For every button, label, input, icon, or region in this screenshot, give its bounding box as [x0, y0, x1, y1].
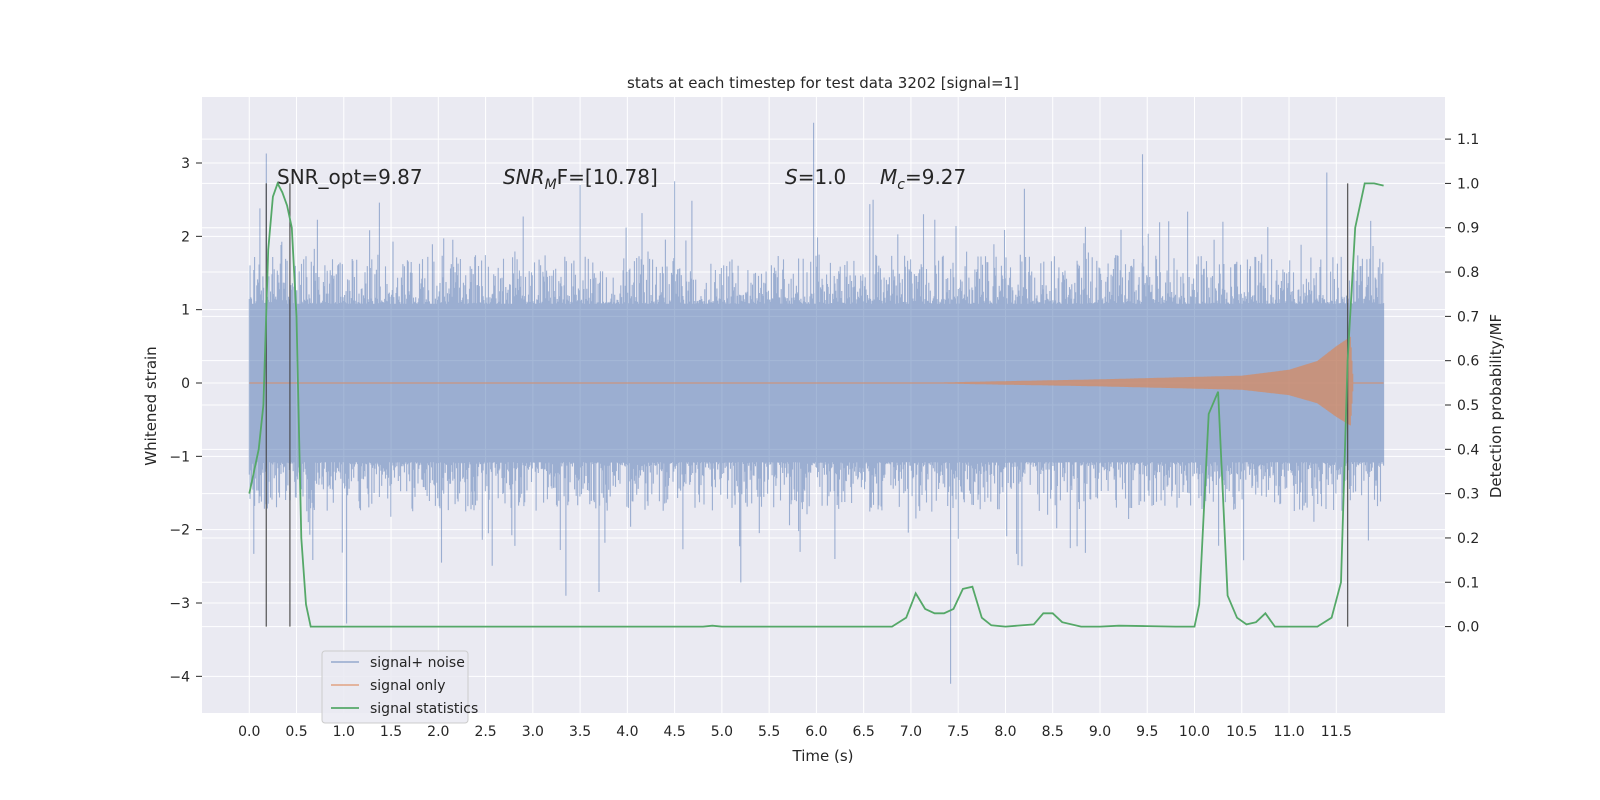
signal-only-series: [249, 336, 1384, 426]
x-tick-label: 8.5: [1042, 724, 1064, 740]
y-left-tick-label: −4: [169, 669, 190, 685]
legend-label-signal: signal only: [370, 678, 445, 694]
y-right-tick-label: 0.8: [1457, 265, 1479, 281]
y-right-tick-label: 1.0: [1457, 176, 1479, 192]
x-tick-label: 0.5: [285, 724, 307, 740]
annotation-snr-mf: SNRMF=[10.78]: [503, 165, 658, 193]
x-tick-label: 9.0: [1089, 724, 1111, 740]
y-right-tick-label: 0.2: [1457, 531, 1479, 547]
y-left-tick-label: 3: [181, 156, 190, 172]
y-right-tick-label: 0.5: [1457, 398, 1479, 414]
x-tick-label: 8.0: [994, 724, 1016, 740]
x-tick-label: 0.0: [238, 724, 260, 740]
x-tick-label: 3.5: [569, 724, 591, 740]
x-tick-label: 6.0: [805, 724, 827, 740]
signal-statistics-series: [248, 181, 1384, 628]
y-right-tick-label: 0.6: [1457, 354, 1479, 370]
x-tick-label: 4.0: [616, 724, 638, 740]
y-right-tick-label: 0.1: [1457, 575, 1479, 591]
vertical-markers: [265, 183, 1349, 627]
legend-label-noise: signal+ noise: [370, 655, 465, 671]
mc-subscript: c: [897, 177, 905, 193]
x-tick-label: 3.0: [522, 724, 544, 740]
y-left-tick-label: −2: [169, 523, 190, 539]
x-tick-label: 2.0: [427, 724, 449, 740]
x-tick-label: 1.0: [333, 724, 355, 740]
y-axis-label-right: Detection probability/MF: [1487, 314, 1505, 498]
x-tick-label: 5.5: [758, 724, 780, 740]
x-axis-label: Time (s): [792, 747, 854, 765]
x-tick-label: 7.5: [947, 724, 969, 740]
annotation-s: S=1.0: [785, 165, 846, 189]
annotation-snr-opt: SNR_opt=9.87: [277, 165, 423, 189]
x-tick-label: 6.5: [853, 724, 875, 740]
x-tick-label: 9.5: [1136, 724, 1158, 740]
snr-mf-value: F=[10.78]: [557, 165, 658, 189]
legend-label-statistics: signal statistics: [370, 701, 478, 717]
legend: signal+ noise signal only signal statist…: [321, 650, 478, 724]
signal-only-line: [249, 336, 1384, 426]
x-tick-label: 10.5: [1226, 724, 1257, 740]
y-axis-label-left: Whitened strain: [142, 346, 160, 465]
x-tick-label: 2.5: [474, 724, 496, 740]
mc-prefix: M: [880, 165, 897, 189]
y-left-tick-label: −1: [169, 449, 190, 465]
signal-statistics-line: [248, 181, 1384, 628]
legend-box: [321, 650, 469, 724]
y-right-tick-label: 0.7: [1457, 309, 1479, 325]
x-tick-label: 11.0: [1273, 724, 1304, 740]
y-right-tick-label: 1.1: [1457, 132, 1479, 148]
annotation-mc: Mc=9.27: [880, 165, 966, 193]
x-tick-label: 4.5: [663, 724, 685, 740]
x-tick-label: 11.5: [1321, 724, 1352, 740]
y-left-tick-label: 2: [181, 229, 190, 245]
x-tick-label: 7.0: [900, 724, 922, 740]
snr-mf-subscript: M: [545, 177, 557, 193]
chart-title: stats at each timestep for test data 320…: [627, 74, 1019, 92]
s-value: =1.0: [798, 165, 847, 189]
y-left-tick-label: 0: [181, 376, 190, 392]
x-tick-label: 1.5: [380, 724, 402, 740]
axis-ticks: 0.0 0.5 1.0 1.5 2.0 2.5 3.0 3.5 4.0 4.5 5.0 5.5 6.0 6…: [169, 132, 1479, 740]
y-right-tick-label: 0.0: [1457, 620, 1479, 636]
y-left-tick-label: 1: [181, 303, 190, 319]
y-right-tick-label: 0.9: [1457, 221, 1479, 237]
y-right-tick-label: 0.3: [1457, 487, 1479, 503]
y-right-tick-label: 0.4: [1457, 442, 1479, 458]
mc-value: =9.27: [905, 165, 966, 189]
x-tick-label: 10.0: [1179, 724, 1210, 740]
x-tick-label: 5.0: [711, 724, 733, 740]
snr-mf-prefix: SNR: [503, 165, 545, 189]
y-left-tick-label: −3: [169, 596, 190, 612]
s-prefix: S: [785, 165, 798, 189]
